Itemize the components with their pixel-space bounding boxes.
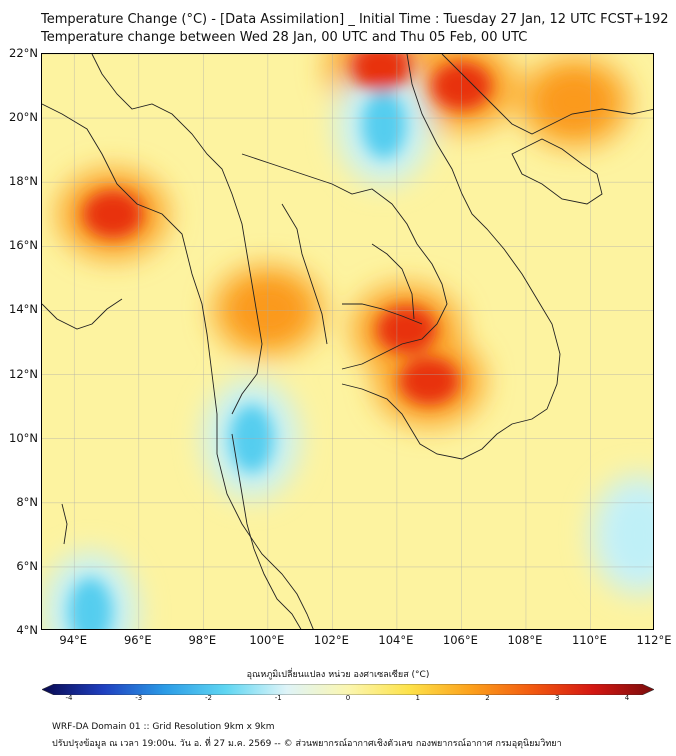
x-tick-label: 110°E <box>571 633 607 647</box>
footer-model-info: WRF-DA Domain 01 :: Grid Resolution 9km … <box>52 722 275 732</box>
colorbar <box>41 680 655 696</box>
x-tick-label: 98°E <box>188 633 217 647</box>
chart-title-line1: Temperature Change (°C) - [Data Assimila… <box>41 12 669 27</box>
x-tick-label: 112°E <box>636 633 672 647</box>
colorbar-tick-label: 3 <box>555 694 560 702</box>
warm-anomaly-core <box>399 356 460 405</box>
colorbar-tick-label: 4 <box>624 694 630 702</box>
y-tick-label: 4°N <box>16 623 38 637</box>
footer-credits: ปรับปรุงข้อมูล ณ เวลา 19:00น. วัน อ. ที่… <box>52 739 562 749</box>
colorbar-tick-label: 1 <box>415 694 420 702</box>
colorbar-tick-label: -3 <box>135 694 143 702</box>
y-tick-label: 16°N <box>9 238 38 253</box>
temperature-change-map <box>41 53 654 630</box>
x-tick-label: 104°E <box>378 633 414 647</box>
colorbar-tick-label: -2 <box>205 694 212 702</box>
y-tick-label: 10°N <box>9 430 38 445</box>
x-tick-label: 94°E <box>59 633 88 647</box>
y-tick-label: 20°N <box>9 110 38 125</box>
colorbar-tick-label: 2 <box>485 694 490 702</box>
y-tick-label: 18°N <box>9 174 38 189</box>
colorbar-tick-label: -4 <box>65 694 73 702</box>
x-tick-label: 100°E <box>249 633 285 647</box>
x-tick-label: 108°E <box>507 633 543 647</box>
y-tick-label: 6°N <box>16 558 38 573</box>
x-tick-label: 96°E <box>123 633 152 647</box>
colorbar-label: อุณหภูมิเปลี่ยนแปลง หน่วย องศาเซลเซียส (… <box>246 670 430 680</box>
warm-anomaly-core <box>350 54 411 91</box>
cool-anomaly-core <box>68 577 113 629</box>
x-tick-label: 102°E <box>313 633 349 647</box>
y-tick-label: 14°N <box>9 302 38 317</box>
lat-lon-grid <box>42 54 653 629</box>
colorbar-tick-label: -1 <box>274 694 282 702</box>
cool-anomaly-core <box>361 90 406 159</box>
y-tick-label: 22°N <box>9 46 38 60</box>
temperature-field-core <box>68 54 653 629</box>
chart-title-line2: Temperature change between Wed 28 Jan, 0… <box>41 30 528 45</box>
warm-anomaly-core <box>82 190 143 239</box>
y-tick-label: 8°N <box>16 494 38 509</box>
cool-anomaly-core <box>616 500 653 569</box>
y-tick-label: 12°N <box>9 366 38 381</box>
warm-anomaly-core <box>376 305 437 354</box>
x-tick-label: 106°E <box>442 633 478 647</box>
warm-anomaly-core <box>544 78 605 127</box>
colorbar-tick-label: 0 <box>345 694 351 702</box>
coastline-borders <box>42 54 653 629</box>
